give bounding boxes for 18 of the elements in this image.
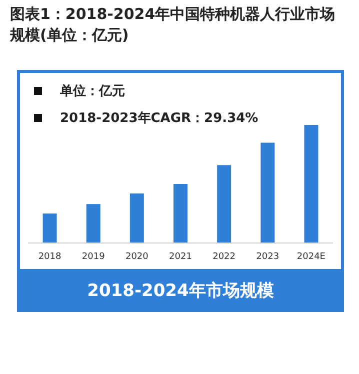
bar bbox=[42, 214, 57, 243]
x-tick-label: 2023 bbox=[256, 252, 280, 262]
bar bbox=[174, 184, 188, 243]
x-tick-label: 2024E bbox=[296, 252, 326, 262]
bar bbox=[130, 193, 144, 243]
bar bbox=[86, 204, 100, 243]
bar bbox=[304, 125, 318, 243]
bar bbox=[217, 165, 232, 243]
bar bbox=[260, 142, 275, 243]
text: 2018-2024年市场规模 bbox=[87, 281, 274, 301]
x-tick-label: 2018 bbox=[38, 252, 62, 262]
x-tick-label: 2021 bbox=[169, 252, 192, 262]
chart-title: 图表1：2018-2024年中国特种机器人行业市场规模(单位：亿元) bbox=[10, 4, 336, 46]
x-tick-label: 2019 bbox=[82, 252, 106, 262]
text: 单位：亿元 bbox=[59, 83, 125, 99]
x-tick-label: 2020 bbox=[125, 252, 149, 262]
annotation: 2018-2023年CAGR：29.34% bbox=[60, 111, 258, 126]
x-tick-label: 2022 bbox=[212, 252, 236, 262]
